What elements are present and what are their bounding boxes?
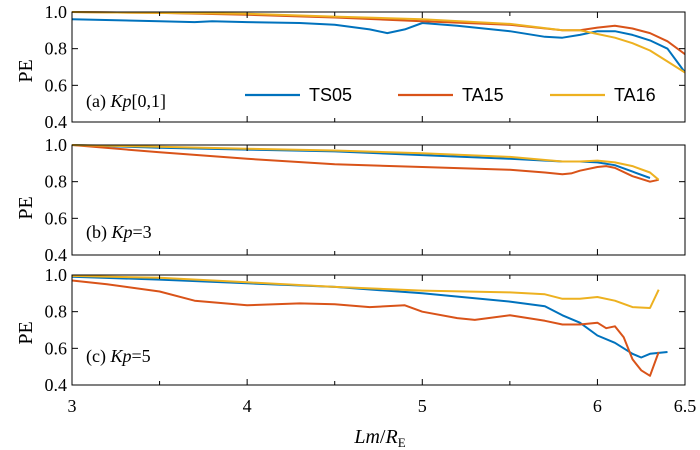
y-tick-label-0.4: 0.4	[45, 245, 68, 265]
series-ta16-panel-1	[72, 144, 660, 181]
x-axis-label: Lm/RE	[353, 426, 405, 450]
panel-b-ylabel: PE	[15, 196, 37, 219]
panel-b: (b) Kp=3 PE	[15, 196, 152, 243]
panel-b-label: (b) Kp=3	[86, 222, 152, 243]
y-tick-label-0.8: 0.8	[45, 172, 68, 192]
y-tick-label-0.6: 0.6	[45, 75, 68, 95]
y-tick-label-0.8: 0.8	[45, 302, 68, 322]
panel-0-plot: 0.4 0.6 0.8 1.0	[45, 2, 686, 132]
x-tick-label-3: 3	[68, 396, 77, 416]
legend-label-ta16: TA16	[614, 85, 656, 105]
panel-2-plot: 0.4 0.6 0.8 1.0 3 4 5 6 6.5	[45, 265, 697, 416]
panel-1-frame	[71, 144, 686, 256]
plot-area: 0.40.60.81.00.40.60.81.00.40.60.81.03 4 5 6…	[45, 2, 697, 416]
panel-0-frame	[71, 11, 686, 123]
x-tick-label-4: 4	[243, 396, 252, 416]
panel-2-frame	[71, 274, 686, 386]
panel-c-label: (c) Kp=5	[86, 346, 151, 367]
x-tick-label-5: 5	[418, 396, 427, 416]
panel-c: (c) Kp=5 PE Lm/RE	[15, 321, 406, 450]
series-ta16-panel-0	[72, 11, 685, 74]
x-tick-label-6.5: 6.5	[674, 396, 697, 416]
y-tick-label-1.0: 1.0	[45, 265, 68, 285]
y-tick-label-0.4: 0.4	[45, 375, 68, 395]
panel-a-ylabel: PE	[15, 59, 37, 82]
y-tick-label-0.6: 0.6	[45, 208, 68, 228]
y-tick-label-0.4: 0.4	[45, 112, 68, 132]
y-tick-label-1.0: 1.0	[45, 135, 68, 155]
y-tick-label-0.8: 0.8	[45, 39, 68, 59]
y-tick-label-1.0: 1.0	[45, 2, 68, 22]
series-ta15-panel-1	[72, 144, 659, 183]
series-ta15-panel-2	[72, 279, 660, 377]
panel-1-plot: 0.4 0.6 0.8 1.0	[45, 135, 686, 265]
panel-a: (a) Kp[0,1] PE	[15, 59, 166, 112]
panel-a-label: (a) Kp[0,1]	[86, 91, 166, 112]
series-ts05-panel-0	[72, 18, 685, 74]
legend: TS05 TA15 TA16	[245, 85, 656, 105]
y-tick-label-0.6: 0.6	[45, 338, 68, 358]
panel-c-ylabel: PE	[15, 321, 37, 344]
series-ta16-panel-2	[72, 274, 660, 309]
legend-label-ts05: TS05	[309, 85, 352, 105]
legend-label-ta15: TA15	[462, 85, 504, 105]
x-tick-label-6: 6	[593, 396, 602, 416]
